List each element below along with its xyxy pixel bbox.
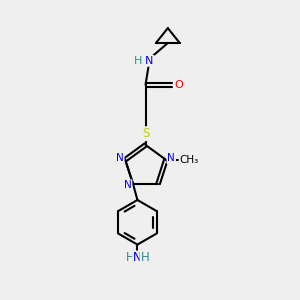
Text: O: O [175, 80, 183, 90]
Text: CH₃: CH₃ [179, 155, 199, 165]
Text: N: N [116, 153, 124, 163]
Text: H: H [140, 251, 149, 265]
Text: H: H [134, 56, 142, 66]
Text: S: S [142, 127, 150, 140]
Text: N: N [124, 180, 131, 190]
Text: N: N [133, 251, 142, 265]
Text: N: N [167, 153, 175, 163]
Text: N: N [145, 56, 154, 66]
Text: H: H [126, 251, 134, 265]
